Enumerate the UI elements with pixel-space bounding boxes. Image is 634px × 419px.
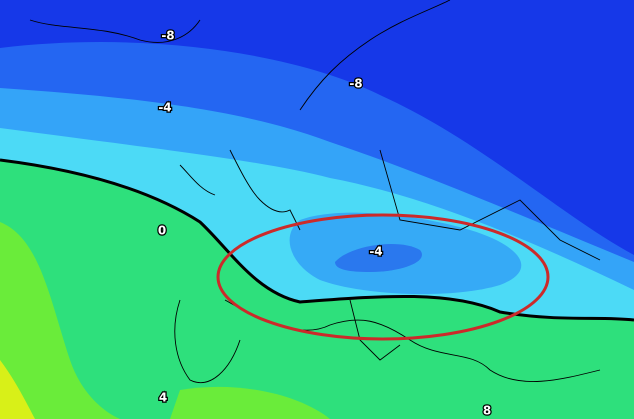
coastlines bbox=[29, 0, 601, 384]
coastline bbox=[29, 19, 201, 43]
contour-label: -8 bbox=[349, 77, 362, 91]
contour-label: 4 bbox=[159, 391, 167, 405]
band-yellow-green bbox=[0, 222, 120, 419]
coastline bbox=[229, 149, 301, 231]
highlight-ellipse bbox=[216, 213, 550, 341]
zero-isotherm bbox=[0, 158, 634, 322]
coastline bbox=[299, 0, 451, 111]
contour-label: -8 bbox=[161, 29, 174, 43]
band-yellow-green bbox=[170, 386, 330, 419]
band-yellow bbox=[0, 360, 35, 419]
cold-core bbox=[335, 243, 422, 272]
contour-label: -4 bbox=[369, 245, 382, 259]
coastline bbox=[179, 164, 216, 196]
border bbox=[379, 149, 601, 261]
band-green bbox=[0, 160, 634, 419]
coastline bbox=[174, 299, 241, 384]
coastline bbox=[349, 299, 401, 361]
contour-label: -4 bbox=[158, 101, 171, 115]
contour-label: 8 bbox=[483, 404, 491, 418]
contour-label: 0 bbox=[158, 224, 166, 238]
